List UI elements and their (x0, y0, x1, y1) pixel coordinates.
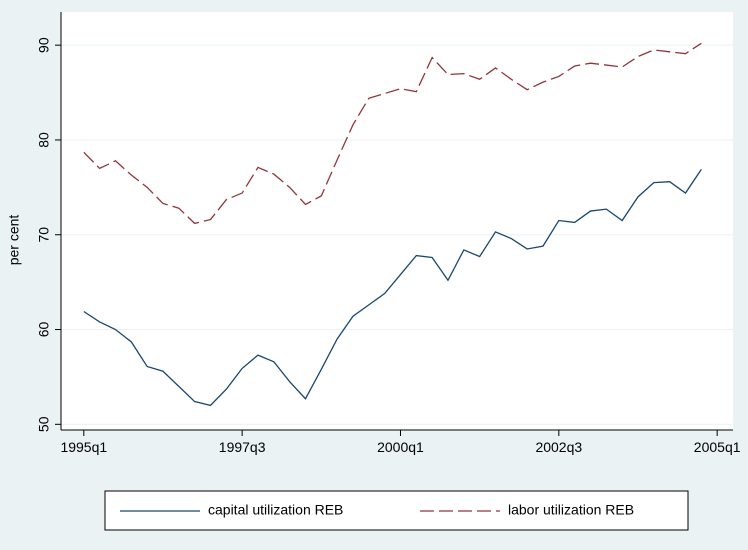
x-tick-label: 2005q1 (694, 439, 741, 455)
x-tick-label: 2000q1 (377, 439, 424, 455)
x-tick-label: 1995q1 (60, 439, 107, 455)
x-tick-label: 2002q3 (535, 439, 582, 455)
y-tick-label: 90 (36, 37, 52, 53)
series-line (83, 168, 702, 407)
plot-area (61, 12, 733, 430)
y-tick-label: 80 (36, 132, 52, 148)
y-tick-label: 70 (36, 227, 52, 243)
x-tick-label: 1997q3 (219, 439, 266, 455)
y-axis-label: per cent (6, 215, 22, 266)
y-tick-label: 60 (36, 322, 52, 338)
legend (104, 490, 689, 531)
legend-label: capital utilization REB (208, 502, 343, 518)
legend-label: labor utilization REB (508, 502, 634, 518)
y-tick-label: 50 (36, 416, 52, 432)
series-line (83, 42, 702, 225)
